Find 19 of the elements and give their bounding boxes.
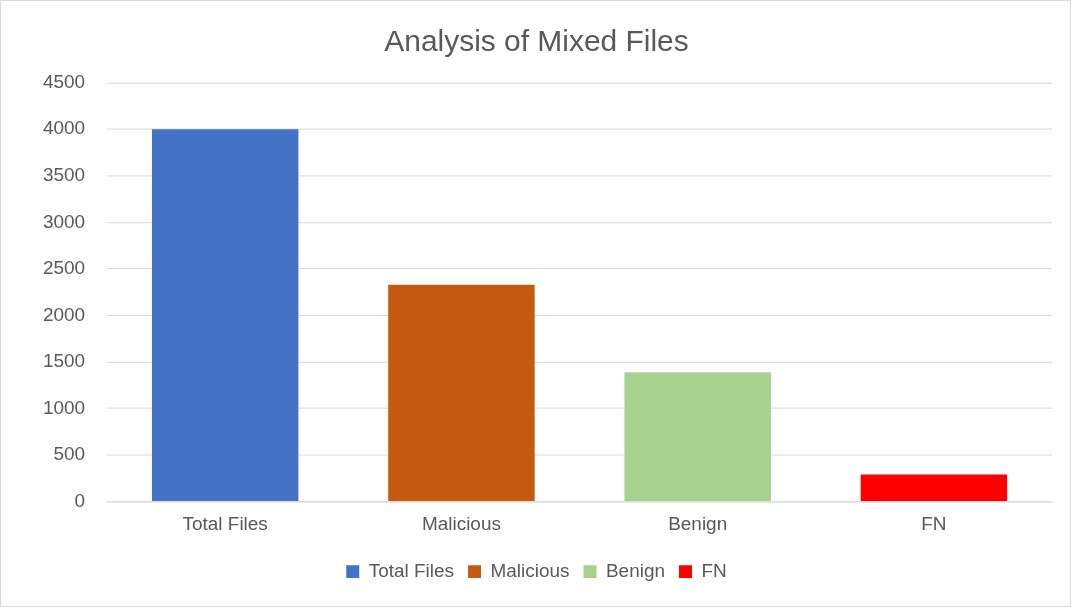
x-tick-label: Malicious xyxy=(421,513,501,535)
legend-label: FN xyxy=(701,559,727,581)
y-tick-label: 1500 xyxy=(42,350,86,372)
legend-label: Total Files xyxy=(368,559,455,581)
y-tick-label: 4500 xyxy=(42,70,86,92)
chart-title: Analysis of Mixed Files xyxy=(384,24,689,58)
y-tick-label: 2500 xyxy=(42,257,86,279)
y-tick-label: 2000 xyxy=(42,303,86,325)
y-tick-label: 3500 xyxy=(42,164,86,186)
y-tick-label: 3000 xyxy=(42,210,86,232)
x-tick-label: Benign xyxy=(668,513,728,535)
y-tick-label: 1000 xyxy=(42,396,86,418)
legend-label: Malicious xyxy=(490,559,570,581)
x-tick-label: FN xyxy=(921,513,947,535)
legend-label: Benign xyxy=(605,559,665,581)
y-tick-label: 4000 xyxy=(42,117,86,139)
y-tick-label: 0 xyxy=(74,489,86,511)
x-tick-label: Total Files xyxy=(182,513,268,535)
y-tick-label: 500 xyxy=(53,443,86,465)
